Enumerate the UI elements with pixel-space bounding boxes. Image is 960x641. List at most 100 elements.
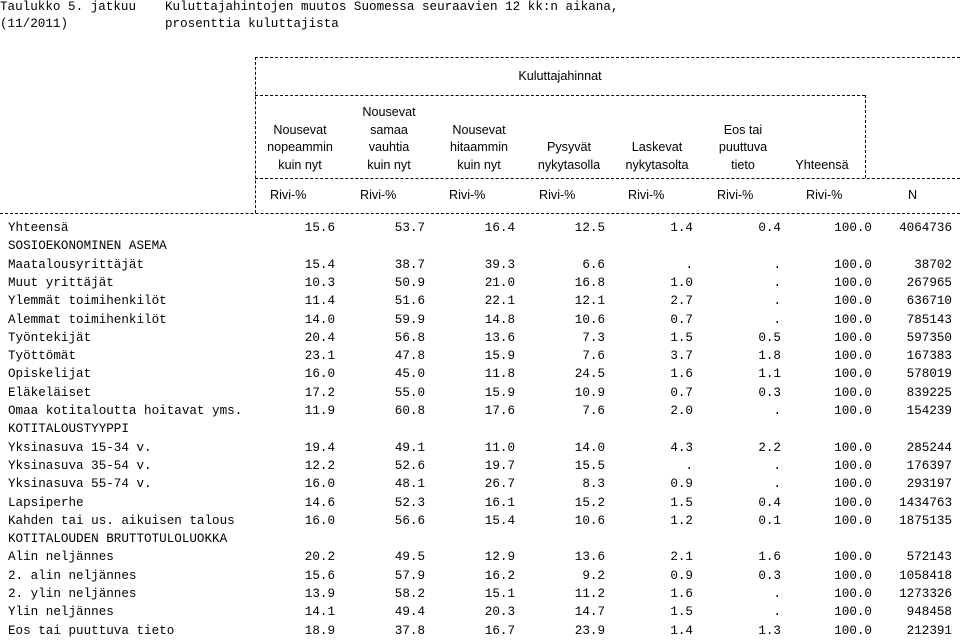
cell-value: .: [773, 605, 781, 620]
cell-value: 100.0: [834, 568, 872, 583]
table-row: Yksinasuva 15-34 v. 19.4 49.1 11.0 14.0 4.3 2.…: [0, 440, 960, 458]
cell-value: 100.0: [834, 257, 872, 272]
cell-value: 15.2: [574, 495, 605, 510]
cell-value: 20.4: [304, 330, 335, 345]
table-title: Kuluttajahintojen muutos Suomessa seuraa…: [165, 0, 619, 14]
table-row: Lapsiperhe 14.6 52.3 16.1 15.2 1.5 0.4 100.0 143…: [0, 495, 960, 513]
cell-value: 10.6: [574, 312, 605, 327]
row-label: Omaa kotitaloutta hoitavat yms.: [8, 404, 243, 418]
cell-value: 100.0: [834, 385, 872, 400]
cell-value: 1.6: [758, 550, 781, 565]
table-row: 2. alin neljännes 15.6 57.9 16.2 9.2 0.9 0.3 10…: [0, 568, 960, 586]
row-label: Muut yrittäjät: [8, 275, 114, 290]
cell-value: 20.3: [484, 605, 515, 620]
table-subtitle: prosenttia kuluttajista: [165, 17, 339, 31]
unit-label: Rivi-%: [806, 188, 843, 202]
cell-value: 15.4: [484, 513, 515, 528]
cell-value: 100.0: [834, 495, 872, 510]
cell-value: 100.0: [834, 458, 872, 473]
column-header: Nousevat nopeammin kuin nyt: [267, 122, 333, 172]
cell-value: .: [773, 257, 781, 272]
cell-value: 52.3: [394, 495, 425, 510]
cell-value: 52.6: [394, 458, 425, 473]
cell-value: 11.8: [484, 367, 515, 382]
column-header: Pysyvät nykytasolla: [537, 140, 601, 172]
cell-value: 57.9: [394, 568, 425, 583]
table-row: Yksinasuva 35-54 v. 12.2 52.6 19.7 15.5.. 100…: [0, 458, 960, 476]
cell-n: 167383: [906, 349, 952, 364]
cell-value: 37.8: [394, 623, 425, 638]
cell-n: 572143: [906, 550, 952, 565]
table-row: KOTITALOUDEN BRUTTOTULOLUOKKA: [0, 531, 960, 549]
cell-value: 19.4: [304, 440, 335, 455]
row-label: Alin neljännes: [8, 550, 114, 565]
cell-value: 12.2: [304, 458, 335, 473]
cell-value: 7.6: [582, 404, 605, 418]
cell-value: 16.0: [304, 477, 335, 492]
cell-n: 38702: [914, 257, 952, 272]
cell-value: 8.3: [582, 477, 605, 492]
table-row: Alemmat toimihenkilöt 14.0 59.9 14.8 10.6 0.7…: [0, 312, 960, 330]
cell-value: 0.3: [758, 568, 781, 583]
cell-value: 51.6: [394, 294, 425, 309]
row-label: KOTITALOUSTYYPPI: [8, 422, 129, 437]
table-row: Kahden tai us. aikuisen talous 16.0 56.6 15…: [0, 513, 960, 531]
header-top-rule: [255, 57, 960, 58]
cell-value: 1.6: [670, 587, 693, 601]
cell-value: 7.3: [582, 330, 605, 345]
cell-n: 212391: [906, 623, 952, 638]
cell-value: 50.9: [394, 275, 425, 290]
cell-value: 1.5: [670, 605, 693, 620]
row-label: Alemmat toimihenkilöt: [8, 312, 167, 327]
cell-n: 948458: [906, 605, 952, 620]
cell-value: 16.1: [484, 495, 515, 510]
cell-value: 45.0: [394, 367, 425, 382]
cell-value: 0.5: [758, 330, 781, 345]
cell-value: 23.1: [304, 349, 335, 364]
cell-value: 39.3: [484, 257, 515, 272]
row-label: Työttömät: [8, 349, 77, 364]
cell-value: 9.2: [582, 568, 605, 583]
cell-value: .: [773, 587, 781, 601]
cell-value: .: [685, 458, 693, 473]
unit-label: Rivi-%: [539, 188, 576, 202]
cell-value: 1.5: [670, 495, 693, 510]
cell-value: 55.0: [394, 385, 425, 400]
cell-value: 1.4: [670, 623, 693, 638]
cell-value: .: [773, 404, 781, 418]
cell-n: 285244: [906, 440, 952, 455]
row-label: 2. ylin neljännes: [8, 587, 137, 601]
header-n-rule: [865, 95, 866, 178]
row-label: 2. alin neljännes: [8, 568, 137, 583]
cell-value: 100.0: [834, 623, 872, 638]
cell-value: 11.9: [304, 404, 335, 418]
cell-value: 21.0: [484, 275, 515, 290]
cell-value: 14.1: [304, 605, 335, 620]
row-label: KOTITALOUDEN BRUTTOTULOLUOKKA: [8, 532, 228, 547]
table-row: Eos tai puuttuva tieto 18.9 37.8 16.7 23.9 1.…: [0, 623, 960, 641]
cell-value: 1.0: [670, 275, 693, 290]
cell-value: 13.6: [574, 550, 605, 565]
unit-label: Rivi-%: [360, 188, 397, 202]
table-row: Alin neljännes 20.2 49.5 12.9 13.6 2.1 1.6 100.…: [0, 549, 960, 567]
table-row: 2. ylin neljännes 13.9 58.2 15.1 11.2 1.6. 100…: [0, 586, 960, 604]
cell-value: 1.3: [758, 623, 781, 638]
cell-value: 15.9: [484, 385, 515, 400]
cell-value: 26.7: [484, 477, 515, 492]
cell-n: 293197: [906, 477, 952, 492]
cell-value: 16.2: [484, 568, 515, 583]
cell-n: 578019: [906, 367, 952, 382]
cell-n: 1058418: [899, 568, 952, 583]
unit-label: Rivi-%: [717, 188, 754, 202]
cell-value: 14.7: [574, 605, 605, 620]
row-label: Yhteensä: [8, 221, 69, 235]
cell-value: 22.1: [484, 294, 515, 309]
cell-n: 1875135: [899, 513, 952, 528]
cell-value: 59.9: [394, 312, 425, 327]
cell-value: .: [773, 275, 781, 290]
row-label: Eläkeläiset: [8, 385, 92, 400]
cell-value: 1.1: [758, 367, 781, 382]
cell-n: 154239: [906, 404, 952, 418]
cell-value: 1.6: [670, 367, 693, 382]
